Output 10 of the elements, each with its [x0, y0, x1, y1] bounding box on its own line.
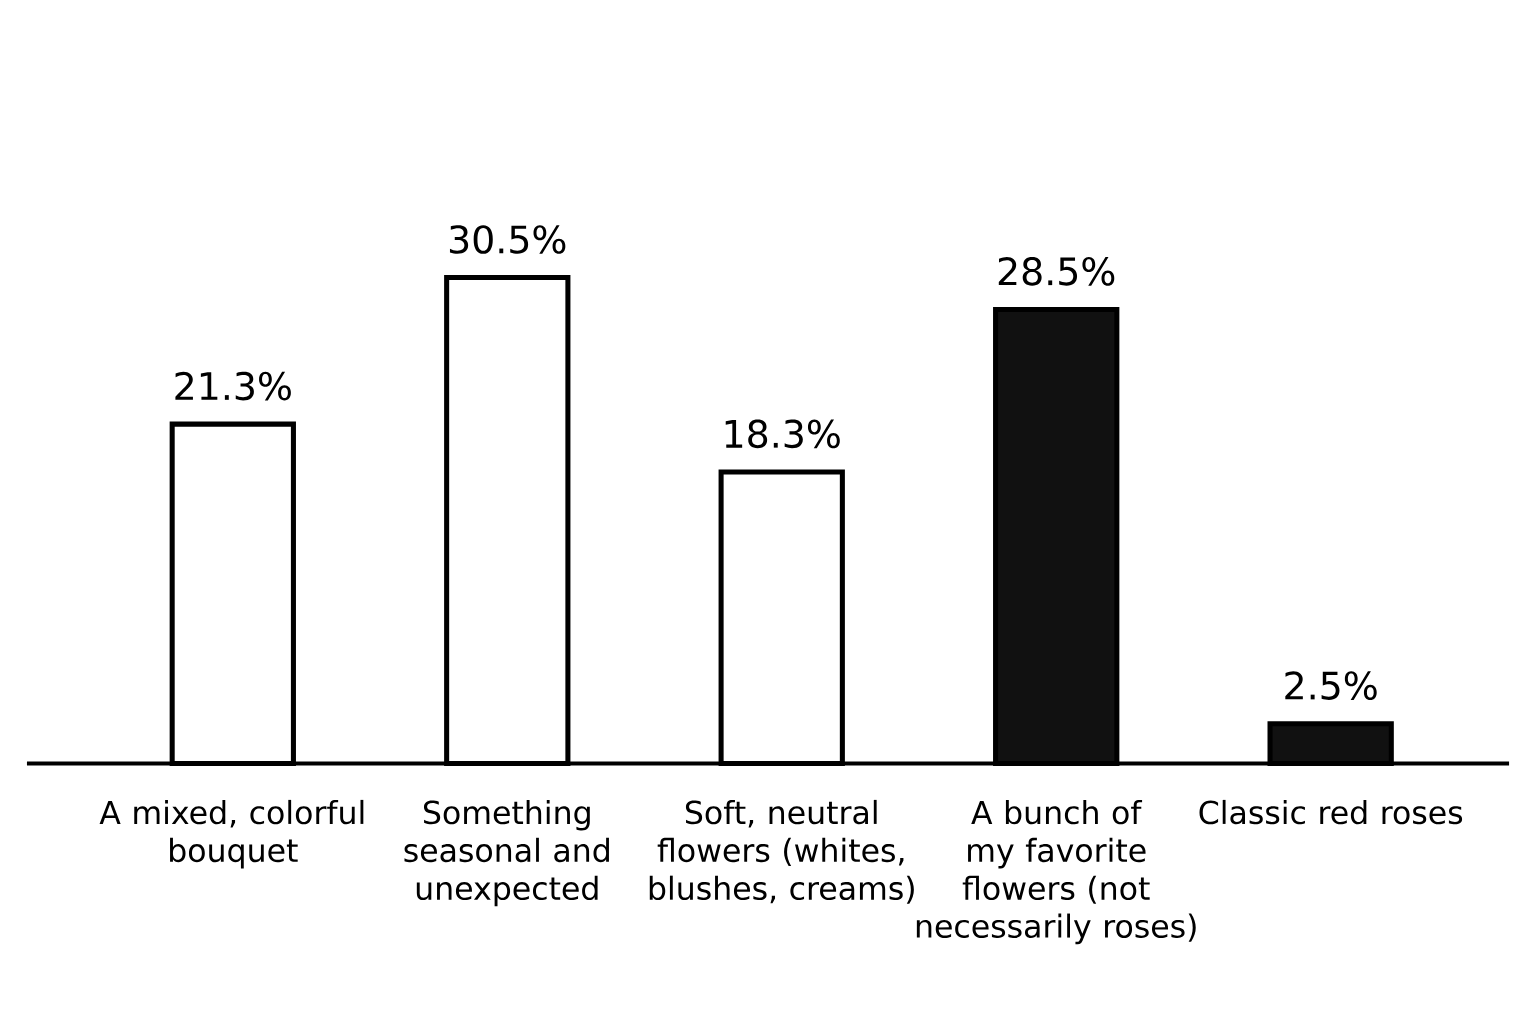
- data-label: 18.3%: [725, 419, 840, 449]
- x-tick-label: Something seasonal and unexpected: [404, 799, 609, 907]
- x-tick-label: Classic red roses: [1199, 799, 1463, 825]
- x-tick-label: Soft, neutral flowers (whites, blushes, creams): [649, 799, 914, 904]
- x-tick-label: A mixed, colorful bouquet: [99, 799, 364, 869]
- data-label: 2.5%: [1285, 671, 1377, 700]
- data-label: 28.5%: [998, 257, 1115, 286]
- x-tick-label: A bunch of my favorite flowers (not necessarily roses): [916, 799, 1196, 945]
- data-label: 21.3%: [175, 371, 291, 401]
- data-label: 30.5%: [449, 225, 566, 254]
